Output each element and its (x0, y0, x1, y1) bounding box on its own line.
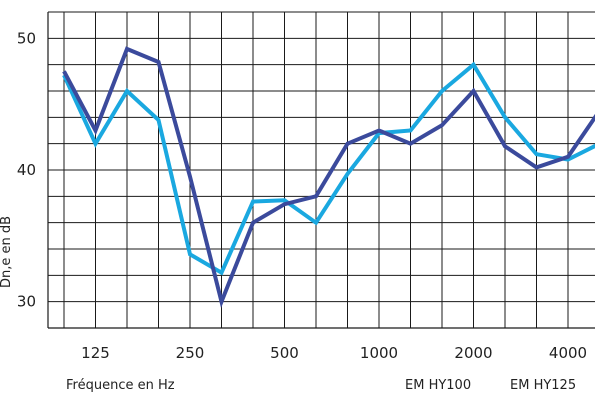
y-tick-label: 40 (17, 161, 36, 179)
y-tick-labels: 30 40 50 (17, 29, 36, 310)
x-tick-label: 2000 (454, 344, 492, 362)
y-tick-label: 30 (17, 293, 36, 311)
y-tick-label: 50 (17, 29, 36, 47)
series-layer (62, 46, 595, 309)
series-line-1 (62, 46, 595, 309)
legend-label-series-1: EM HY100 (405, 378, 471, 393)
grid (47, 11, 595, 329)
legend-label-series-2: EM HY125 (510, 378, 576, 393)
x-tick-label: 500 (270, 344, 299, 362)
x-tick-label: 4000 (549, 344, 587, 362)
x-tick-label: 125 (81, 344, 110, 362)
series-line-2 (62, 61, 595, 276)
x-axis-label: Fréquence en Hz (66, 378, 175, 393)
y-axis-label: Dn,e en dB (0, 216, 14, 288)
x-tick-label: 1000 (360, 344, 398, 362)
x-tick-labels: 125 250 500 1000 2000 4000 (81, 344, 587, 362)
x-tick-label: 250 (176, 344, 205, 362)
